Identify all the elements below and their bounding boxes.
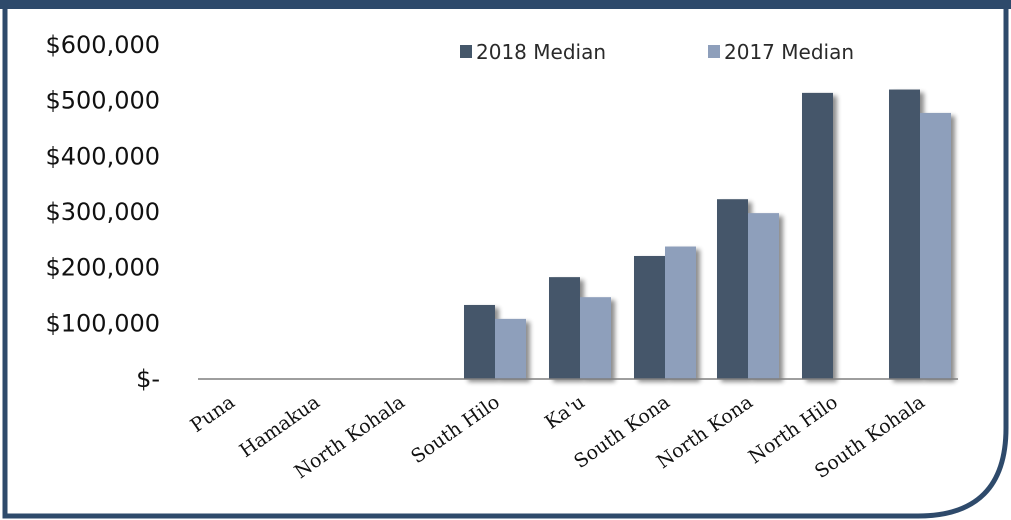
bar-2017-ka-u bbox=[580, 297, 611, 379]
bar-2018-south-hilo bbox=[464, 304, 495, 379]
y-axis-ticks: $- $100,000 $200,000 $300,000 $400,000 $500,0… bbox=[45, 31, 160, 393]
bar-2018-north-kona bbox=[717, 199, 748, 379]
legend-label-2018: 2018 Median bbox=[476, 40, 606, 64]
frame-border bbox=[2, 6, 1009, 519]
x-tick-label: Puna bbox=[186, 391, 238, 437]
bar-2017-north-kona bbox=[748, 213, 779, 379]
bar-2017-south-kona bbox=[665, 246, 696, 379]
y-tick-label: $- bbox=[136, 365, 160, 393]
bar-2018-south-kona bbox=[634, 255, 665, 379]
bar-2017-south-hilo bbox=[495, 318, 526, 379]
y-tick-label: $300,000 bbox=[45, 198, 160, 226]
legend: 2018 Median 2017 Median bbox=[460, 40, 854, 64]
legend-swatch-2017 bbox=[708, 45, 720, 58]
legend-label-2017: 2017 Median bbox=[724, 40, 854, 64]
y-tick-label: $500,000 bbox=[45, 87, 160, 115]
x-tick-label: Ka'u bbox=[541, 391, 589, 434]
y-tick-label: $200,000 bbox=[45, 254, 160, 282]
bar-2018-north-hilo bbox=[802, 92, 833, 379]
bar-2018-ka-u bbox=[549, 277, 580, 379]
x-tick-label: South Hilo bbox=[407, 391, 504, 468]
y-tick-label: $400,000 bbox=[45, 142, 160, 170]
frame-top-band bbox=[0, 0, 1011, 9]
bar-2017-south-kohala bbox=[920, 112, 951, 379]
bars-group bbox=[464, 89, 951, 380]
y-tick-label: $100,000 bbox=[45, 309, 160, 337]
y-tick-label: $600,000 bbox=[45, 31, 160, 59]
legend-swatch-2018 bbox=[460, 45, 472, 58]
bar-2018-south-kohala bbox=[889, 89, 920, 380]
